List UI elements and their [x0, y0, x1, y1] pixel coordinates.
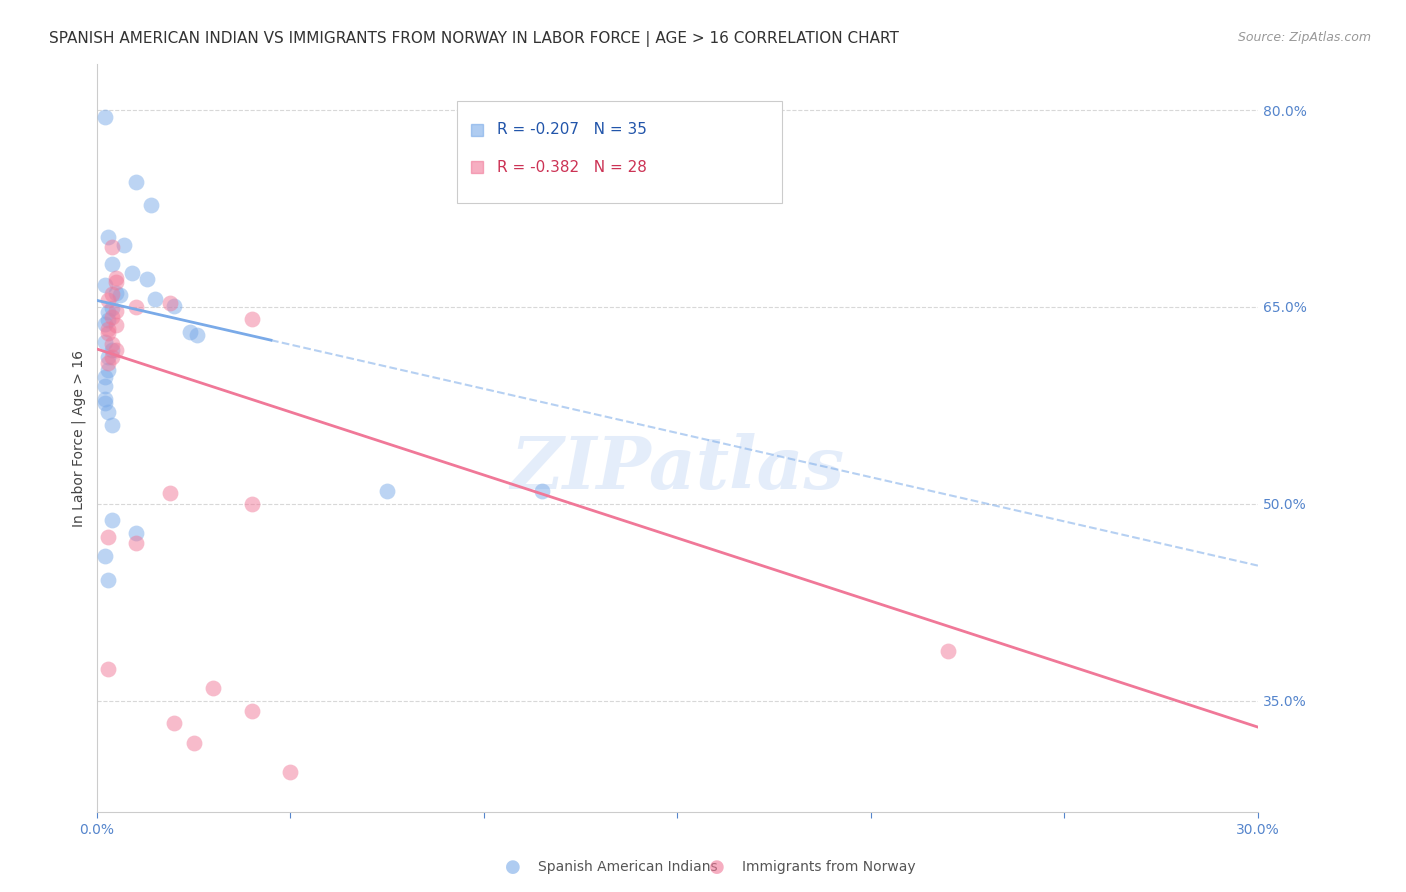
Point [97, 305, 120, 319]
Point [101, 310, 124, 325]
Point [124, 300, 146, 314]
Point [93, 549, 115, 564]
Point [101, 513, 124, 527]
Point [93, 369, 115, 384]
Point [105, 285, 128, 300]
Text: R = -0.382   N = 28: R = -0.382 N = 28 [498, 160, 647, 175]
Point [101, 286, 124, 301]
Text: Source: ZipAtlas.com: Source: ZipAtlas.com [1237, 31, 1371, 45]
Point [280, 764, 302, 779]
Text: R = -0.207   N = 35: R = -0.207 N = 35 [498, 122, 647, 137]
Point [97, 405, 120, 419]
Text: ZIPatlas: ZIPatlas [510, 433, 845, 504]
Point [163, 299, 186, 313]
Point [97, 573, 120, 587]
Point [375, 483, 398, 498]
Point [97, 363, 120, 377]
Point [136, 272, 159, 286]
Point [93, 378, 115, 392]
Point [179, 325, 201, 339]
Point [183, 736, 205, 750]
Point [105, 271, 128, 285]
Point [139, 197, 162, 211]
Text: ●: ● [505, 858, 522, 876]
Point [97, 313, 120, 327]
Point [97, 350, 120, 364]
Point [93, 277, 115, 292]
Point [159, 486, 181, 500]
Point [97, 293, 120, 308]
Text: Immigrants from Norway: Immigrants from Norway [742, 860, 915, 874]
Text: Spanish American Indians: Spanish American Indians [538, 860, 718, 874]
Point [97, 662, 120, 676]
Point [101, 239, 124, 253]
Point [105, 304, 128, 318]
Point [101, 257, 124, 271]
Point [112, 238, 135, 252]
Y-axis label: In Labor Force | Age > 16: In Labor Force | Age > 16 [72, 350, 86, 527]
Point [124, 175, 146, 189]
Point [163, 716, 186, 731]
Text: SPANISH AMERICAN INDIAN VS IMMIGRANTS FROM NORWAY IN LABOR FORCE | AGE > 16 CORR: SPANISH AMERICAN INDIAN VS IMMIGRANTS FR… [49, 31, 898, 47]
Point [93, 110, 115, 124]
Point [101, 418, 124, 433]
Point [201, 681, 224, 695]
Point [105, 343, 128, 358]
Point [97, 230, 120, 244]
Point [93, 317, 115, 331]
Point [105, 318, 128, 333]
Point [93, 392, 115, 406]
Point [108, 288, 131, 302]
Point [101, 301, 124, 316]
Point [124, 536, 146, 550]
Point [101, 343, 124, 358]
Point [97, 326, 120, 341]
Point [101, 336, 124, 351]
FancyBboxPatch shape [457, 102, 782, 202]
Point [240, 497, 263, 511]
Point [124, 525, 146, 540]
Point [240, 311, 263, 326]
Point [97, 322, 120, 336]
Point [530, 483, 553, 498]
Point [97, 356, 120, 370]
Point [186, 327, 208, 342]
Text: ●: ● [709, 858, 725, 876]
Point [93, 335, 115, 350]
Point [101, 350, 124, 364]
Point [936, 644, 959, 658]
Point [105, 275, 128, 289]
Point [159, 296, 181, 310]
Point [97, 530, 120, 544]
Point [143, 292, 166, 306]
Point [93, 396, 115, 410]
Point [121, 266, 143, 280]
Point [240, 704, 263, 718]
